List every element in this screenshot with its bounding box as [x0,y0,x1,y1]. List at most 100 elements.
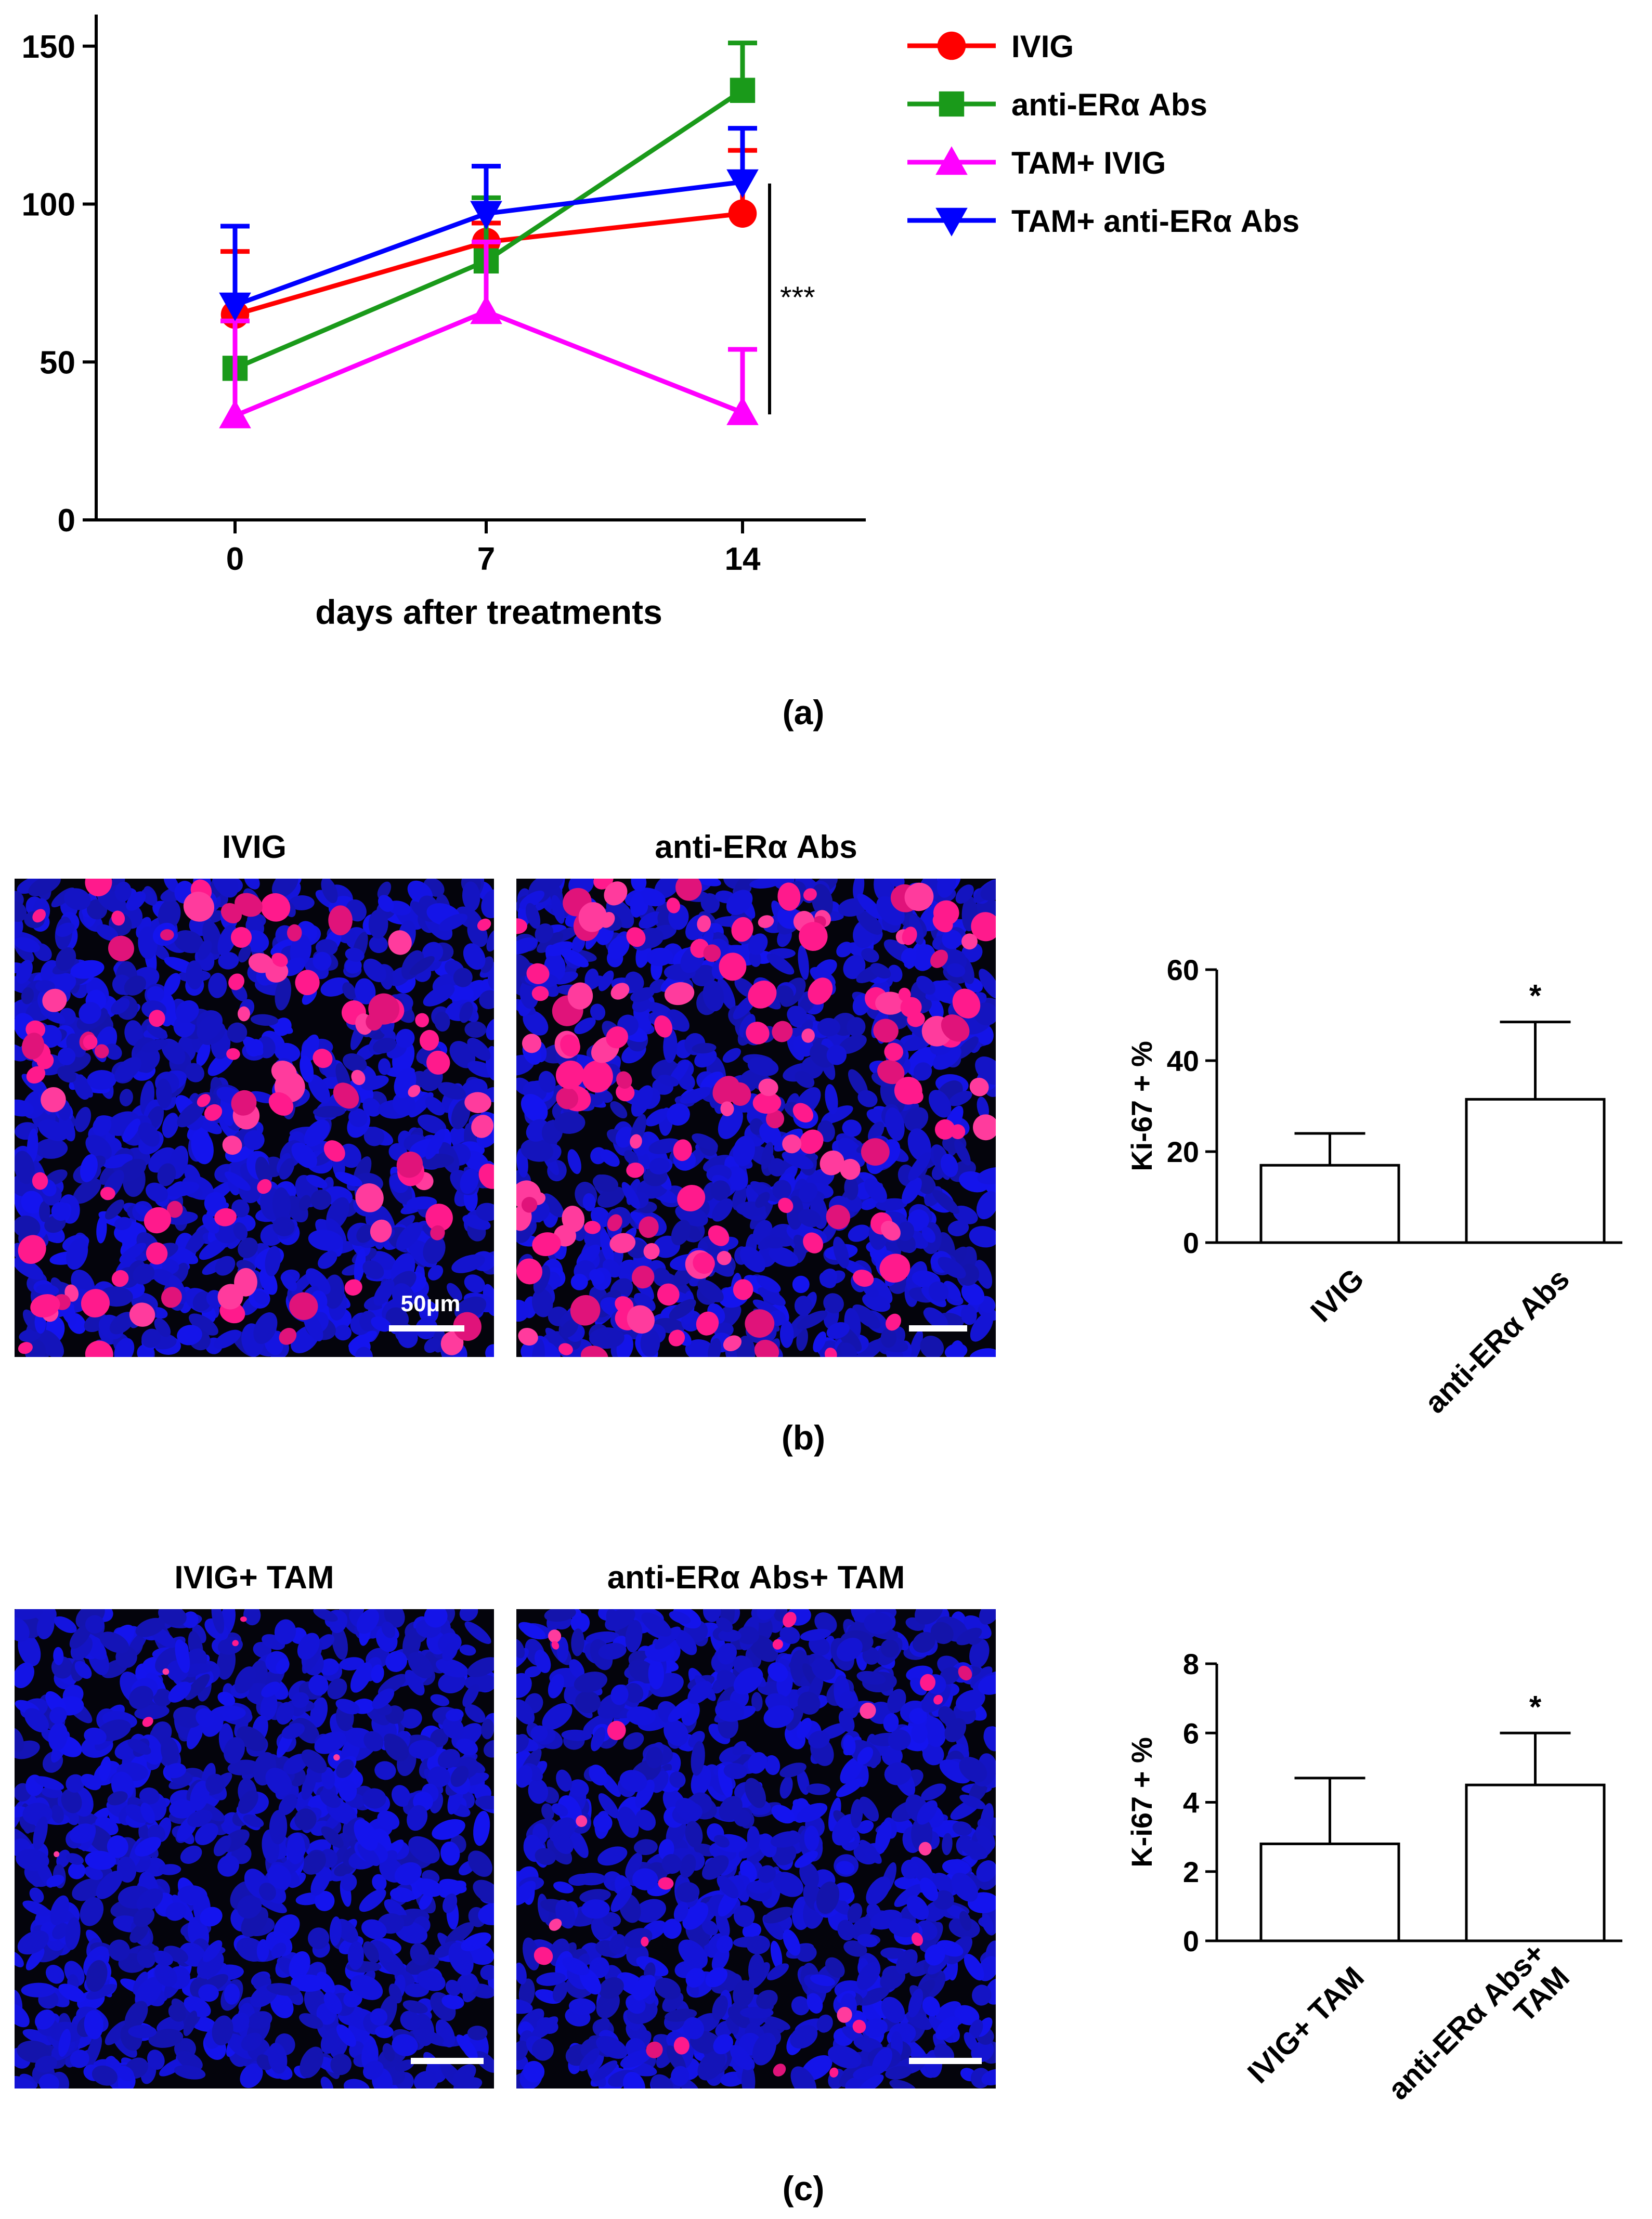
nucleus [795,1071,815,1088]
nucleus [574,1672,607,1693]
ki67-positive-nucleus [41,1087,66,1113]
ki67-positive-nucleus [83,1034,98,1050]
nucleus [183,2011,198,2037]
nucleus [315,1890,335,1911]
nucleus [857,1746,874,1765]
nucleus [313,1105,346,1118]
nucleus [956,1690,985,1712]
nucleus [679,1854,696,1878]
panel-c: IVIG+ TAM anti-ERα Abs+ TAM 0 2 4 6 8 K-i67 +… [15,1560,1622,2208]
ki67-positive-nucleus [453,1312,482,1341]
nucleus [331,1625,348,1660]
nucleus [710,1180,731,1201]
nucleus [645,1108,669,1127]
nucleus [124,2001,148,2030]
nucleus [712,1995,728,2021]
nucleus [610,1885,633,1912]
nucleus [861,948,879,963]
nucleus [320,1789,341,1808]
nucleus [363,958,386,983]
ki67-positive-nucleus [415,1013,430,1027]
data-point [219,292,251,321]
nucleus [301,1749,327,1773]
legend-marker [939,91,965,117]
ki67-positive-nucleus [551,1641,560,1650]
nucleus [951,1872,978,1902]
nucleus [270,1992,294,2018]
line-chart-axes [83,15,866,533]
nucleus [747,1826,760,1850]
ki67-positive-nucleus [477,918,491,931]
nucleus [836,1637,863,1662]
series-tam-ivig [219,239,759,428]
ki67-positive-nucleus [615,1296,634,1314]
ki67-positive-nucleus [693,1252,715,1274]
nucleus [875,1820,892,1853]
nucleus [464,1021,487,1038]
nucleus [243,1609,261,1626]
nucleus [158,1609,187,1626]
ki67-positive-nucleus [204,1104,223,1121]
nucleus [692,1133,718,1150]
ki67-positive-nucleus [626,1163,644,1178]
nucleus [554,1112,586,1134]
nucleus [939,1759,971,1784]
nucleus [742,2064,756,2089]
nucleus [549,1817,576,1843]
nucleus [343,1053,367,1072]
nucleus [771,1805,795,1824]
nucleus [716,1617,733,1633]
nucleus [35,2055,57,2073]
nucleus [658,1075,679,1087]
nucleus [530,1725,548,1742]
nucleus [18,1633,41,1666]
nucleus [889,2079,916,2089]
nucleus [720,1850,744,1876]
nucleus [597,1186,625,1208]
nucleus [551,895,565,924]
ki67-positive-nucleus [719,952,747,981]
nucleus [462,1683,479,1707]
nucleus [856,1339,885,1357]
ki67-positive-nucleus [94,1044,109,1059]
nucleus [217,1646,236,1680]
nucleus [845,2077,866,2089]
nucleus [615,1126,634,1148]
nucleus [847,1903,863,1923]
nucleus [478,1902,494,1925]
nucleus [15,1216,41,1238]
nucleus [653,1268,671,1287]
nucleus [15,1662,34,1688]
nucleus [241,2032,263,2051]
ki67-positive-nucleus [144,1207,172,1234]
nucleus [623,1150,639,1165]
nucleus [163,879,179,893]
nucleus [271,879,298,898]
nucleus [397,1327,418,1348]
nucleus [70,960,105,979]
nucleus [242,1036,264,1055]
nucleus [38,1119,68,1141]
nucleus [272,1217,295,1236]
nucleus [265,1246,281,1276]
nucleus [874,879,895,902]
nucleus [641,1612,672,1637]
nucleus [697,1279,724,1302]
nucleus [334,1325,352,1341]
nucleus [932,1190,959,1214]
nucleus [370,2008,388,2026]
nucleus [15,2076,36,2089]
nucleus [198,940,212,960]
scale-bar-line [411,2058,484,2064]
ki67-positive-nucleus [729,1082,751,1106]
nucleus [969,1638,990,1668]
nucleus [372,1874,387,1891]
nucleus [531,2038,554,2061]
ki67-positive-nucleus [777,882,801,911]
nucleus [516,1999,533,2014]
nucleus [169,1799,197,1819]
nucleus [862,1647,880,1665]
nucleus [96,924,119,941]
nucleus [204,1192,227,1215]
nucleus [913,944,936,971]
